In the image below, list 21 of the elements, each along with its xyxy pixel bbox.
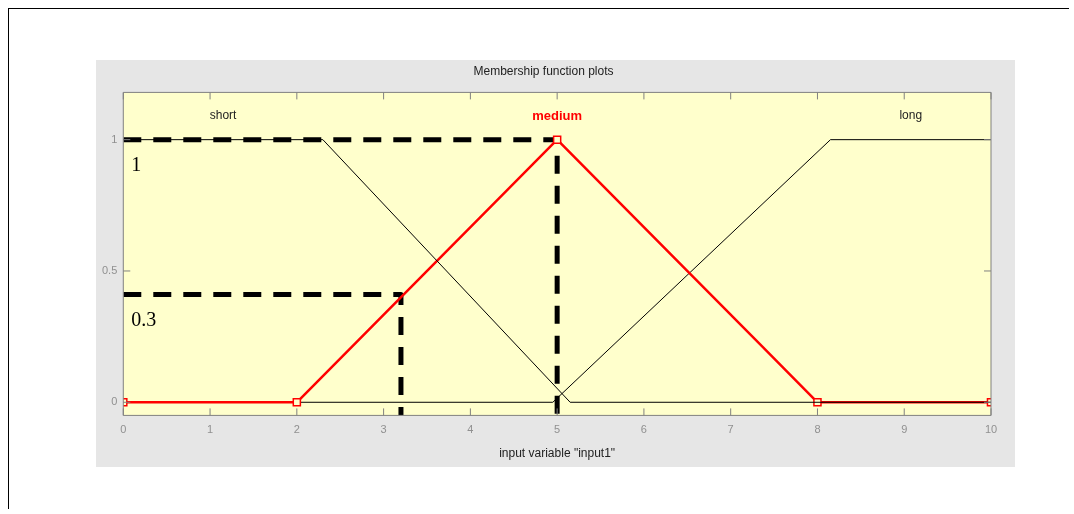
- x-axis-title: input variable "input1": [499, 446, 616, 461]
- x-tick-label: 4: [467, 423, 474, 436]
- annotation: 0.3: [131, 307, 157, 330]
- x-tick-label: 0: [120, 423, 127, 436]
- x-tick-label: 3: [380, 423, 387, 436]
- x-tick-label: 9: [901, 423, 908, 436]
- series-label: medium: [532, 107, 583, 123]
- chart-title: Membership function plots: [473, 63, 614, 78]
- series-label: long: [899, 108, 923, 123]
- x-tick-label: 8: [814, 423, 821, 436]
- x-tick-label: 6: [640, 423, 647, 436]
- series-label: short: [209, 108, 238, 123]
- x-tick-label: 5: [554, 423, 561, 436]
- x-tick-label: 7: [727, 423, 734, 436]
- y-tick-label: 0.5: [101, 264, 118, 276]
- x-tick-label: 1: [207, 423, 214, 436]
- x-tick-label: 10: [984, 423, 998, 436]
- y-tick-label: 0: [111, 395, 118, 408]
- y-tick-label: 1: [111, 132, 118, 145]
- x-tick-label: 2: [293, 423, 300, 436]
- annotation: 1: [131, 152, 142, 175]
